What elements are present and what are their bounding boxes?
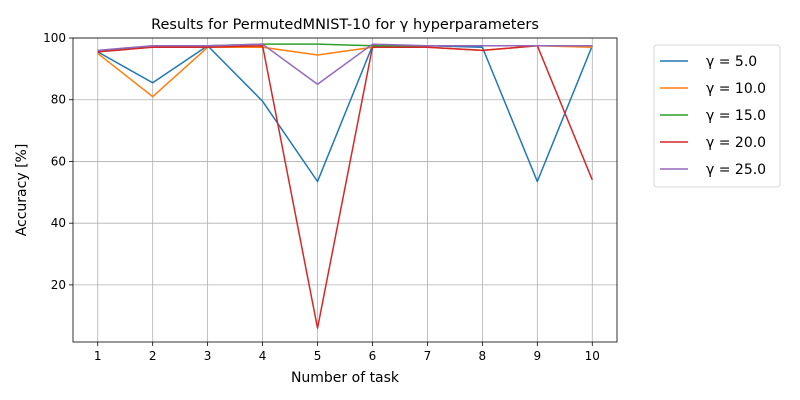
x-tick-label: 9: [534, 349, 542, 363]
y-tick-label: 40: [51, 216, 66, 230]
series-line-2: [97, 44, 593, 98]
grid-layer: [73, 37, 617, 342]
series-line-4: [97, 44, 593, 329]
series-line-1: [97, 44, 593, 183]
y-tick-label: 60: [51, 154, 66, 168]
x-tick-label: 6: [369, 349, 377, 363]
legend-entry-label: γ = 20.0: [706, 135, 766, 151]
legend: γ = 5.0 γ = 10.0 γ = 15.0 γ = 20.0 γ = 25.0: [653, 44, 781, 188]
x-axis-label: Number of task: [291, 370, 400, 386]
series-layer: [97, 43, 593, 329]
legend-entry-label: γ = 25.0: [706, 162, 766, 178]
legend-box: [653, 44, 781, 188]
y-tick-label: 100: [43, 31, 66, 45]
x-tick-label: 4: [259, 349, 267, 363]
x-tick-label: 1: [94, 349, 102, 363]
x-tick-label: 2: [149, 349, 157, 363]
plot-frame: [72, 37, 618, 343]
x-tick-label: 8: [479, 349, 487, 363]
legend-entry-label: γ = 5.0: [706, 54, 757, 70]
legend-entry-label: γ = 10.0: [706, 81, 766, 97]
y-tick-label: 20: [51, 278, 66, 292]
x-tick-label: 3: [204, 349, 212, 363]
y-axis-label: Accuracy [%]: [14, 144, 30, 237]
series-line-5: [97, 43, 593, 86]
x-tick-label: 5: [314, 349, 322, 363]
tick-layer: 1 2 3 4 5 6 7 8 9 10 20 40 60 80 100: [43, 31, 600, 363]
x-tick-label: 10: [585, 349, 600, 363]
chart-title: Results for PermutedMNIST-10 for γ hyper…: [151, 17, 539, 33]
legend-entry-label: γ = 15.0: [706, 108, 766, 124]
x-tick-label: 7: [424, 349, 432, 363]
y-tick-label: 80: [51, 93, 66, 107]
